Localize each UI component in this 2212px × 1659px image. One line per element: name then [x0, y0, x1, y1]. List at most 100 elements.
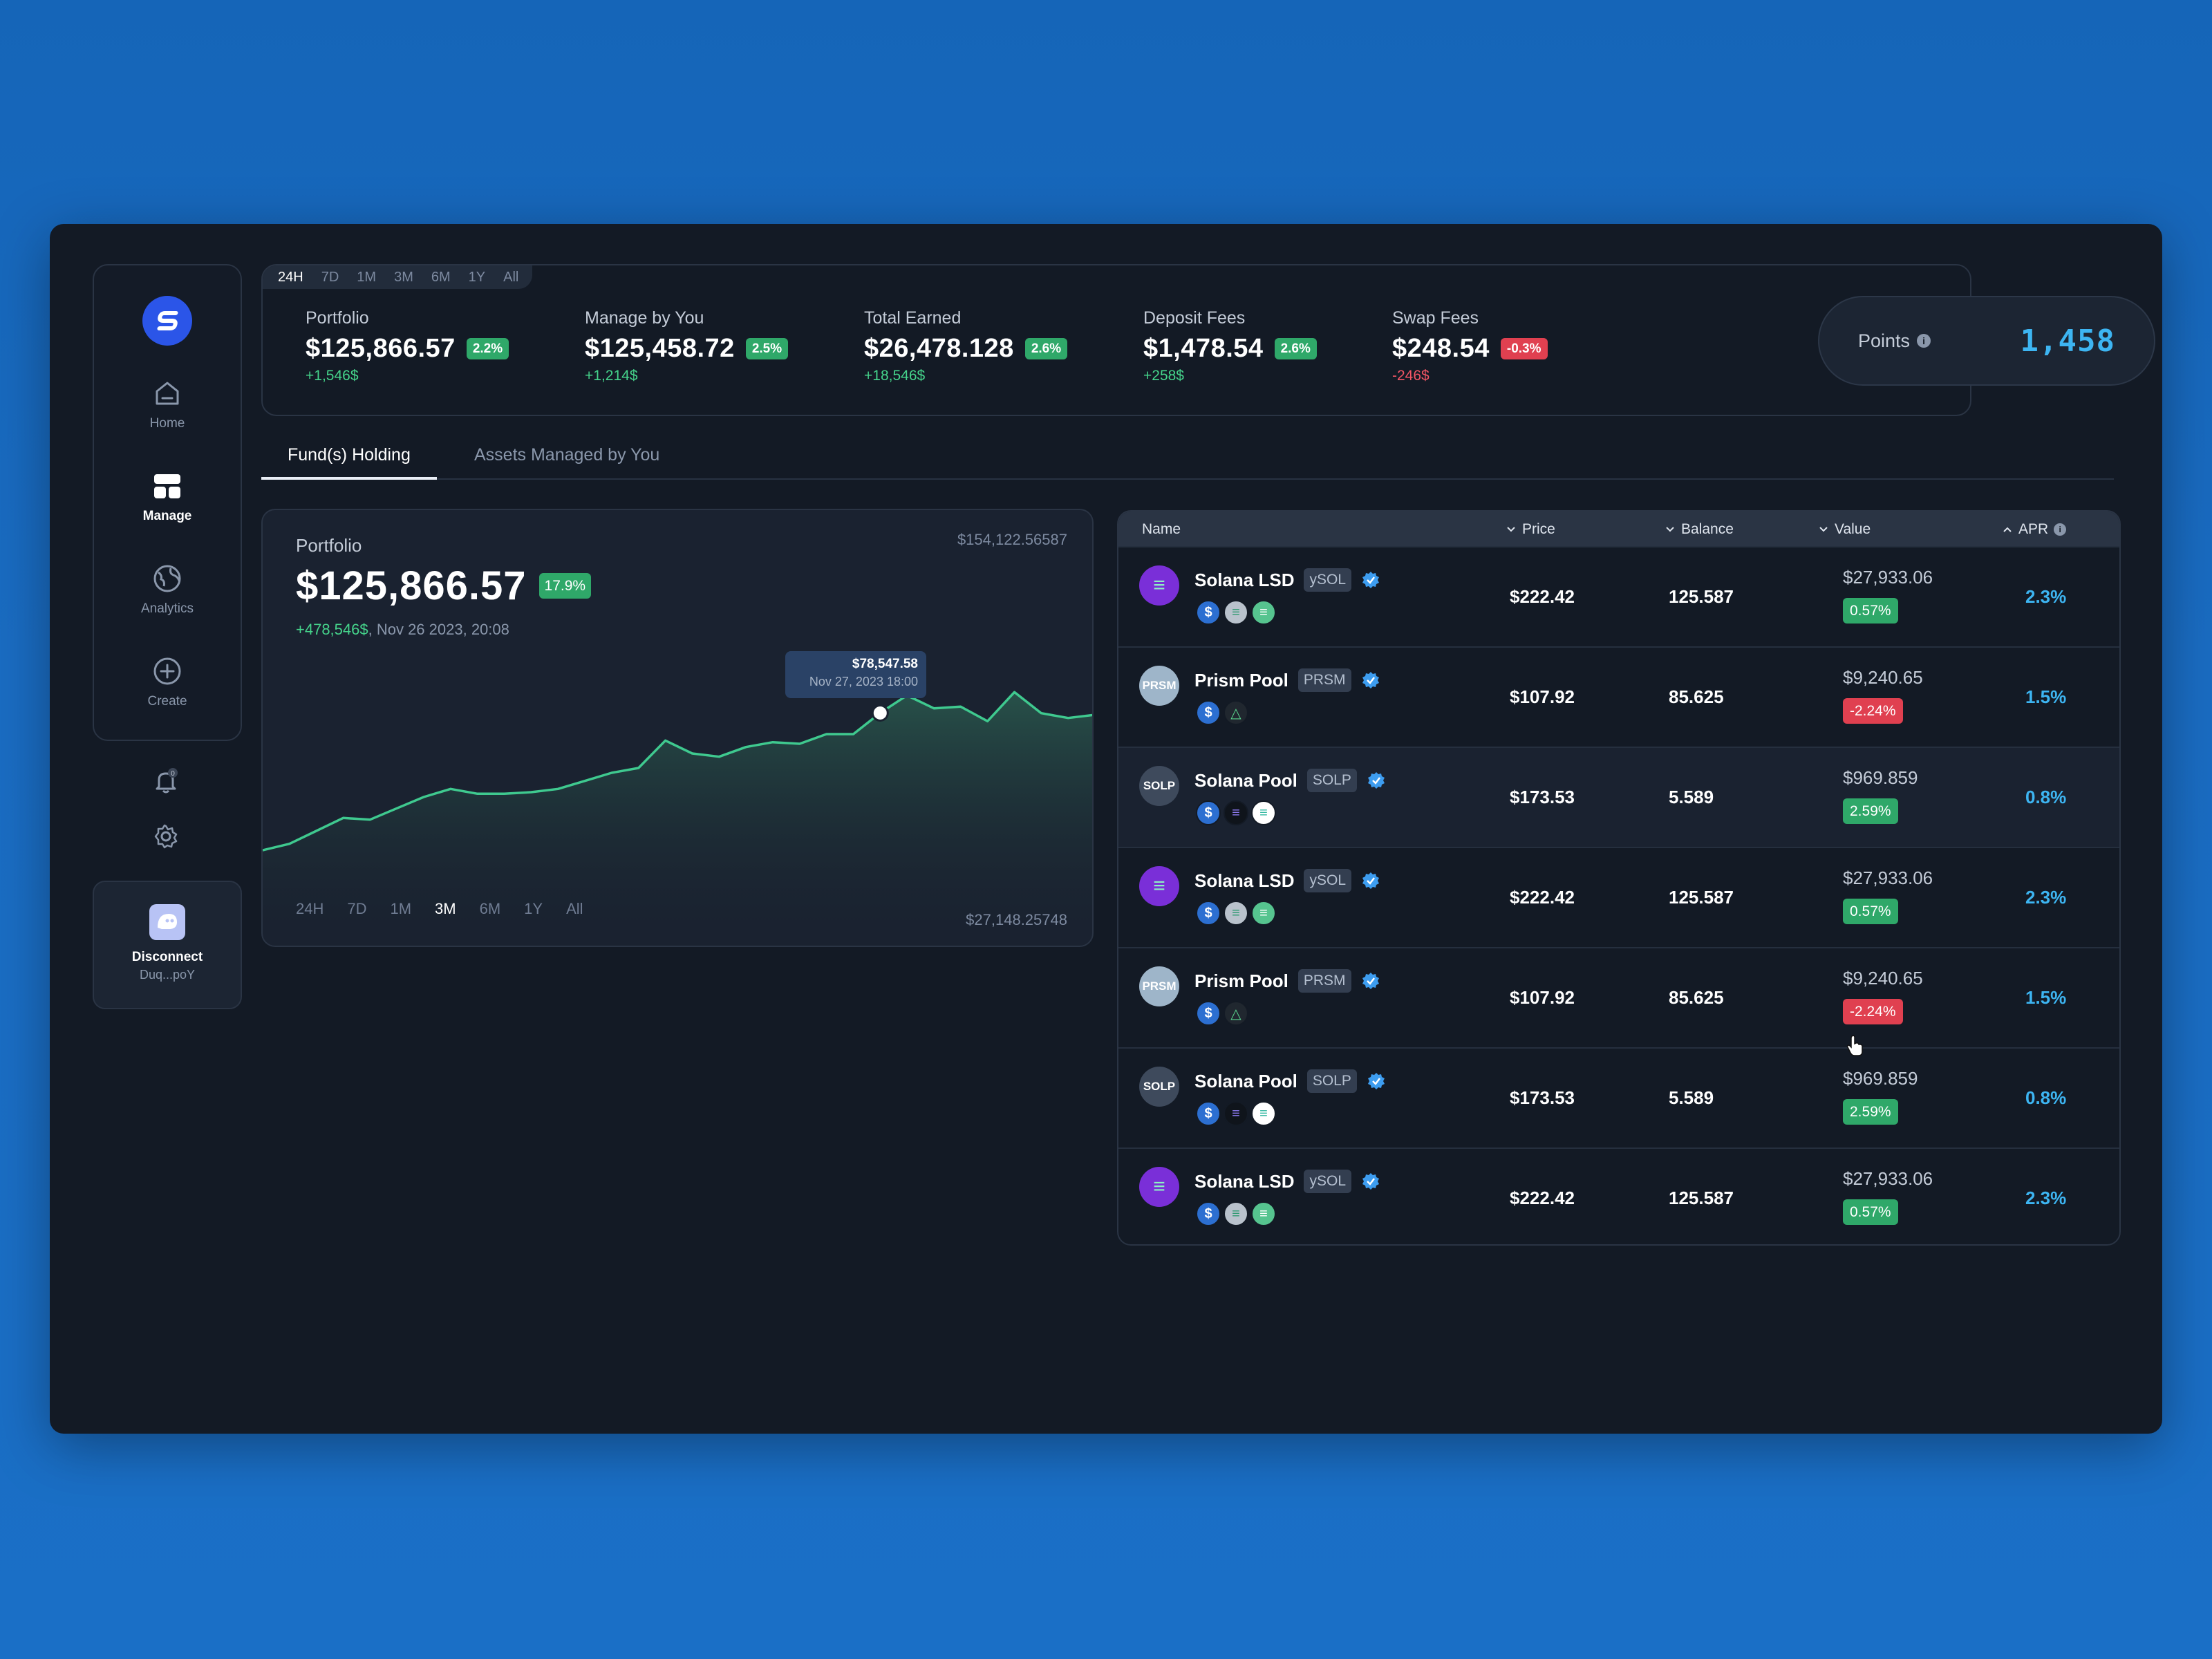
fund-name: Prism Pool: [1194, 669, 1288, 691]
wallet-disconnect-button[interactable]: Disconnect Duq...poY: [93, 881, 242, 1009]
col-name[interactable]: Name: [1142, 521, 1181, 538]
fund-price: $107.92: [1510, 686, 1575, 707]
chart-range-1m[interactable]: 1M: [390, 900, 412, 917]
chart-range-1y[interactable]: 1Y: [524, 900, 543, 917]
col-value-label: Value: [1835, 521, 1871, 537]
tooltip-value: $78,547.58: [852, 657, 918, 671]
tab-assets-managed[interactable]: Assets Managed by You: [474, 445, 660, 465]
fund-logo-icon: PRSM: [1139, 966, 1179, 1006]
nav-home[interactable]: Home: [94, 377, 241, 431]
funds-table: Name Price Balance Value APR i ≡ Sola: [1117, 510, 2121, 1246]
table-row[interactable]: ≡ Solana LSD ySOL $ ≡ ≡ $222.42 125.587 $2…: [1118, 847, 2119, 947]
fund-tokens: $ ≡ ≡: [1196, 1201, 1276, 1226]
verified-icon: [1362, 872, 1380, 889]
fund-balance: 125.587: [1669, 887, 1734, 908]
fund-change-badge: 2.59%: [1843, 798, 1898, 824]
range-all[interactable]: All: [503, 269, 519, 285]
range-1y[interactable]: 1Y: [468, 269, 486, 285]
fund-balance: 5.589: [1669, 1087, 1714, 1108]
fund-apr: 2.3%: [2025, 887, 2067, 908]
bell-icon: 0: [156, 768, 178, 794]
stat-total-earned: Total Earned $26,478.128 2.6% +18,546$: [864, 308, 1068, 384]
table-row[interactable]: SOLP Solana Pool SOLP $ ≡ ≡ $173.53 5.589 …: [1118, 1047, 2119, 1147]
fund-change-badge: -2.24%: [1843, 999, 1903, 1024]
verified-icon: [1362, 572, 1380, 588]
points-card[interactable]: Points i 1,458: [1818, 296, 2155, 386]
fund-logo-icon: PRSM: [1139, 666, 1179, 706]
fund-value: $969.859: [1843, 1068, 1918, 1089]
sol-white-token-icon: ≡: [1251, 1101, 1276, 1126]
range-1m[interactable]: 1M: [357, 269, 377, 285]
fund-logo-icon: ≡: [1139, 565, 1179, 606]
chart-range-6m[interactable]: 6M: [479, 900, 501, 917]
portfolio-chart[interactable]: [263, 510, 1094, 947]
info-icon[interactable]: i: [1917, 334, 1931, 348]
col-price[interactable]: Price: [1506, 521, 1555, 538]
sol-white-token-icon: ≡: [1251, 800, 1276, 825]
stat-portfolio: Portfolio $125,866.57 2.2% +1,546$: [306, 308, 509, 384]
app-window: Home Manage Analytics Create: [50, 224, 2162, 1434]
notifications-button[interactable]: 0: [152, 767, 180, 795]
range-3m[interactable]: 3M: [394, 269, 413, 285]
stat-value: $1,478.54: [1143, 334, 1264, 363]
table-row[interactable]: ≡ Solana LSD ySOL $ ≡ ≡ $222.42 125.587 $2…: [1118, 546, 2119, 646]
fund-ticker: ySOL: [1304, 869, 1352, 892]
table-row[interactable]: SOLP Solana Pool SOLP $ ≡ ≡ $173.53 5.589 …: [1118, 747, 2119, 847]
range-7d[interactable]: 7D: [321, 269, 339, 285]
nav-manage-label: Manage: [142, 509, 192, 523]
chart-range-3m[interactable]: 3M: [435, 900, 456, 917]
fund-balance: 85.625: [1669, 987, 1724, 1008]
table-row[interactable]: ≡ Solana LSD ySOL $ ≡ ≡ $222.42 125.587 $2…: [1118, 1147, 2119, 1244]
app-logo[interactable]: [142, 296, 192, 346]
nav-home-label: Home: [149, 416, 185, 431]
chart-range-24h[interactable]: 24H: [296, 900, 324, 917]
fund-price: $222.42: [1510, 586, 1575, 607]
nav-manage[interactable]: Manage: [94, 470, 241, 524]
wallet-avatar: [149, 904, 185, 940]
stat-badge: -0.3%: [1500, 338, 1548, 359]
portfolio-chart-card: Portfolio $125,866.57 17.9% +478,546$, N…: [261, 509, 1094, 947]
col-balance-label: Balance: [1681, 521, 1734, 537]
usdc-token-icon: $: [1196, 600, 1221, 625]
verified-icon: [1362, 1173, 1380, 1190]
table-row[interactable]: PRSM Prism Pool PRSM $ △ $107.92 85.625 $…: [1118, 947, 2119, 1047]
fund-balance: 125.587: [1669, 1188, 1734, 1208]
chart-highlight-point[interactable]: [871, 704, 889, 722]
sidebar: Home Manage Analytics Create: [93, 264, 242, 741]
tab-funds-holding[interactable]: Fund(s) Holding: [261, 445, 437, 480]
verified-icon: [1362, 672, 1379, 688]
fund-name: Solana LSD: [1194, 569, 1295, 590]
prism-token-icon: △: [1224, 1001, 1248, 1026]
settings-button[interactable]: [152, 823, 180, 850]
info-icon[interactable]: i: [2054, 523, 2067, 536]
sol-gray-token-icon: ≡: [1224, 901, 1248, 926]
stat-label: Deposit Fees: [1143, 308, 1246, 328]
wallet-label: Disconnect: [131, 950, 203, 964]
fund-apr: 2.3%: [2025, 586, 2067, 607]
chart-area-fill: [263, 692, 1092, 946]
table-row[interactable]: PRSM Prism Pool PRSM $ △ $107.92 85.625 $…: [1118, 646, 2119, 747]
fund-change-badge: 0.57%: [1843, 598, 1898, 624]
fund-tokens: $ ≡ ≡: [1196, 1101, 1276, 1126]
nav-analytics[interactable]: Analytics: [94, 563, 241, 617]
col-balance[interactable]: Balance: [1665, 521, 1734, 538]
stat-delta: +18,546$: [864, 368, 926, 384]
range-6m[interactable]: 6M: [431, 269, 451, 285]
col-value[interactable]: Value: [1818, 521, 1871, 538]
col-apr[interactable]: APR i: [2002, 521, 2067, 538]
fund-balance: 125.587: [1669, 586, 1734, 607]
chart-range-7d[interactable]: 7D: [347, 900, 367, 917]
usdc-token-icon: $: [1196, 800, 1221, 825]
fund-apr: 2.3%: [2025, 1188, 2067, 1208]
notification-count: 0: [171, 770, 175, 778]
stat-value: $26,478.128: [864, 334, 1014, 363]
chart-range-all[interactable]: All: [566, 900, 583, 917]
nav-create[interactable]: Create: [94, 655, 241, 709]
stat-value: $125,866.57: [306, 334, 456, 363]
stat-deposit-fees: Deposit Fees $1,478.54 2.6% +258$: [1143, 308, 1317, 384]
range-24h[interactable]: 24H: [278, 269, 303, 285]
usdc-token-icon: $: [1196, 700, 1221, 725]
sol-gray-token-icon: ≡: [1224, 1201, 1248, 1226]
chart-change: +478,546$, Nov 26 2023, 20:08: [296, 621, 509, 639]
fund-value: $27,933.06: [1843, 868, 1933, 888]
